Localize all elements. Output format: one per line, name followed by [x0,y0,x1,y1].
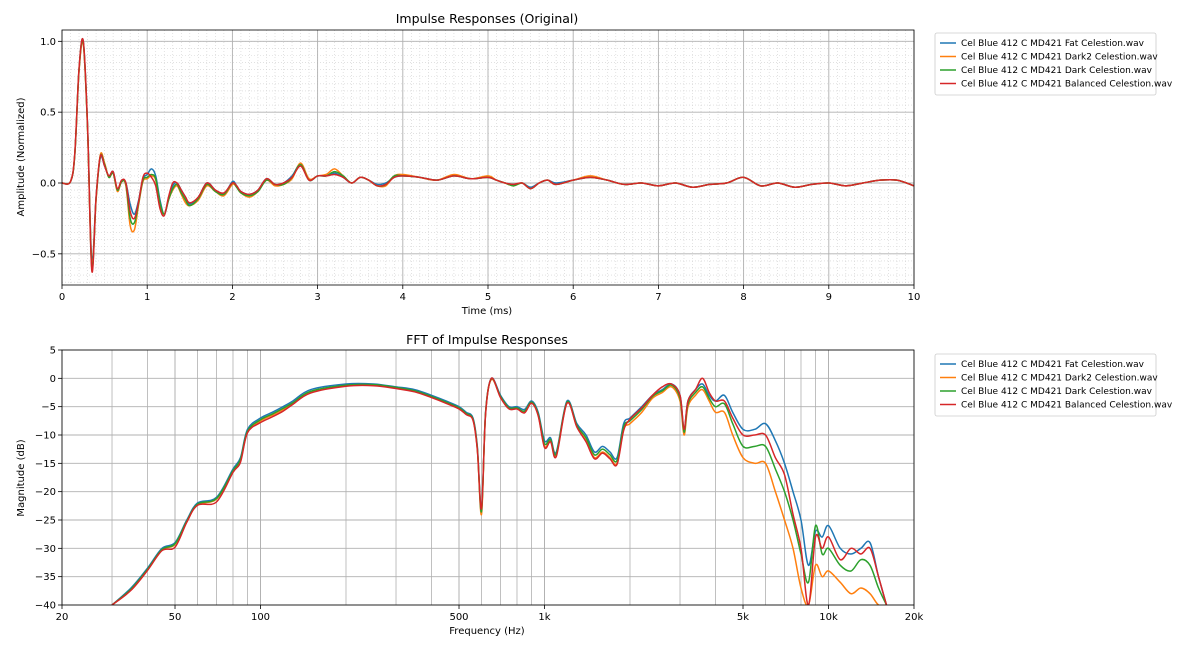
impulse-chart-title: Impulse Responses (Original) [396,11,579,26]
x-tick-label: 20k [905,612,924,623]
x-tick-label: 8 [740,292,746,303]
impulse-chart: Impulse Responses (Original) Time (ms) A… [16,11,1173,317]
legend: Cel Blue 412 C MD421 Fat Celestion.wav Ce… [934,32,1173,96]
fft-chart: FFT of Impulse Responses Frequency (Hz) … [16,332,1173,637]
grid-lines [61,30,915,285]
x-tick-label: 50 [169,612,182,623]
y-tick-label: 0 [50,374,56,385]
x-tick-label: 20 [56,612,69,623]
y-tick-label: 1.0 [40,37,56,48]
x-tick-label: 1 [144,292,150,303]
plot-frame [61,349,915,606]
x-tick-label: 10k [819,612,838,623]
x-tick-label: 3 [314,292,320,303]
plot-frame [61,29,915,286]
fft-chart-title: FFT of Impulse Responses [406,332,568,347]
legend-label: Cel Blue 412 C MD421 Balanced Celestion.… [961,401,1173,411]
y-tick-label: −35 [35,572,56,583]
x-tick-label: 9 [826,292,832,303]
y-tick-label: −15 [35,459,56,470]
y-tick-label: −25 [35,516,56,527]
legend-box [934,32,1157,96]
x-tick-label: 5k [737,612,749,623]
y-tick-label: −20 [35,487,56,498]
y-tick-label: −5 [41,402,56,413]
y-tick-label: −40 [35,601,56,612]
legend-label: Cel Blue 412 C MD421 Dark2 Celestion.wav [961,53,1158,63]
legend: Cel Blue 412 C MD421 Fat Celestion.wav Ce… [934,353,1173,417]
legend-label: Cel Blue 412 C MD421 Dark Celestion.wav [961,387,1153,397]
legend-label: Cel Blue 412 C MD421 Dark Celestion.wav [961,66,1153,76]
y-tick-label: 5 [50,346,56,357]
y-tick-label: 0.5 [40,108,56,119]
y-tick-label: −30 [35,544,56,555]
legend-label: Cel Blue 412 C MD421 Dark2 Celestion.wav [961,374,1158,384]
x-tick-label: 10 [908,292,921,303]
x-tick-label: 2 [229,292,235,303]
series-line-4 [62,38,914,273]
legend-label: Cel Blue 412 C MD421 Balanced Celestion.… [961,80,1173,90]
impulse-x-axis-label: Time (ms) [461,306,513,317]
y-tick-label: 0.0 [40,179,56,190]
legend-label: Cel Blue 412 C MD421 Fat Celestion.wav [961,360,1145,370]
series-line-2 [111,378,887,605]
x-tick-label: 7 [655,292,661,303]
fft-y-axis-label: Magnitude (dB) [16,439,27,516]
x-tick-label: 500 [449,612,468,623]
series-lines [62,38,914,273]
legend-box [934,353,1157,417]
y-tick-label: −0.5 [32,249,56,260]
series-lines [111,377,888,605]
x-tick-label: 4 [400,292,406,303]
x-tick-label: 6 [570,292,576,303]
x-tick-label: 5 [485,292,491,303]
x-tick-label: 1k [538,612,550,623]
x-tick-label: 100 [251,612,270,623]
y-tick-label: −10 [35,431,56,442]
series-line-4 [111,377,888,605]
fft-x-axis-label: Frequency (Hz) [449,626,525,637]
impulse-y-axis-label: Amplitude (Normalized) [16,97,27,216]
legend-label: Cel Blue 412 C MD421 Fat Celestion.wav [961,39,1145,49]
x-tick-label: 0 [59,292,65,303]
